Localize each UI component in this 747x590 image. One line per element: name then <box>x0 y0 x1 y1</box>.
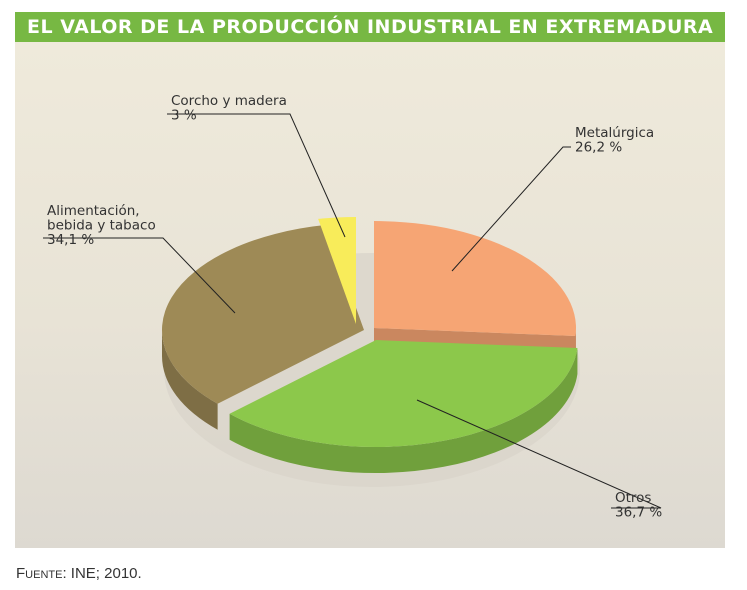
slice-label: bebida y tabaco <box>47 218 156 234</box>
source-text: : INE; 2010. <box>62 565 142 582</box>
slice-label: Corcho y madera <box>171 93 287 109</box>
pie-slice-side <box>229 348 578 473</box>
pie-slice <box>374 221 576 337</box>
slice-value: 34,1 % <box>47 232 94 248</box>
slice-value: 3 % <box>171 108 197 124</box>
leader-line <box>451 146 571 272</box>
pie-slice <box>318 216 356 324</box>
slice-label: Alimentación, <box>47 203 140 219</box>
pie-slice <box>162 224 364 404</box>
leader-line <box>416 399 662 509</box>
leader-line <box>43 237 236 314</box>
pie-slice-cut <box>374 328 576 350</box>
slice-value: 36,7 % <box>615 505 662 521</box>
source-label: Fuente <box>16 565 63 582</box>
chart-panel: Metalúrgica 26,2 % Otros 36,7 % Alimentación… <box>15 42 725 548</box>
slice-label: Metalúrgica <box>575 125 654 141</box>
source-note: Fuente: INE; 2010. <box>16 565 142 582</box>
pie-slice <box>229 340 578 447</box>
leader-line <box>167 113 346 238</box>
pie-slice-side <box>162 330 218 430</box>
chart-title: EL VALOR DE LA PRODUCCIÓN INDUSTRIAL EN … <box>15 12 725 42</box>
slice-label: Otros <box>615 490 651 506</box>
slice-value: 26,2 % <box>575 140 622 156</box>
